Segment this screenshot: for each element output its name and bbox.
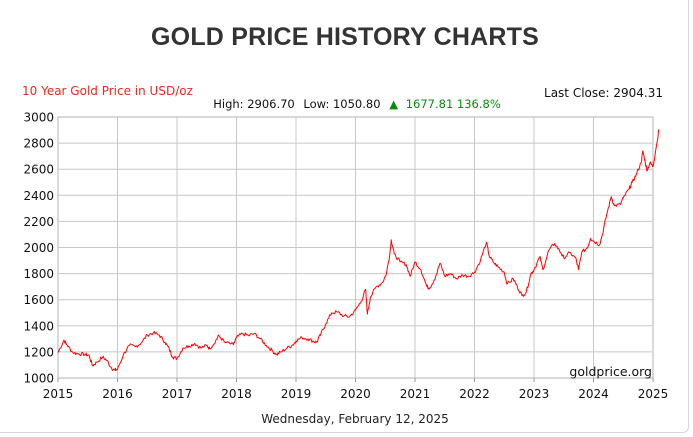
y-axis-ticks: 3000 2800 2600 2400 2200 2000 1800 1600 1400 1200… xyxy=(23,111,54,386)
y-tick-label: 2000 xyxy=(23,241,54,255)
series-layer xyxy=(57,129,660,372)
x-tick-label: 2021 xyxy=(400,387,431,401)
x-tick-label: 2015 xyxy=(43,387,74,401)
x-tick-label: 2025 xyxy=(638,387,669,401)
y-tick-label: 1800 xyxy=(23,267,54,281)
y-tick-label: 1400 xyxy=(23,319,54,333)
x-tick-label: 2020 xyxy=(340,387,371,401)
y-tick-label: 2200 xyxy=(23,215,54,229)
watermark: goldprice.org xyxy=(569,364,652,379)
page-heading: GOLD PRICE HISTORY CHARTS xyxy=(151,23,539,51)
high-low-stats: High: 2906.70 Low: 1050.80 ▲ 1677.81 136… xyxy=(213,97,501,111)
x-tick-label: 2023 xyxy=(519,387,550,401)
x-tick-label: 2016 xyxy=(102,387,133,401)
x-tick-label: 2018 xyxy=(221,387,252,401)
x-tick-label: 2024 xyxy=(578,387,609,401)
x-tick-label: 2019 xyxy=(281,387,312,401)
change-label: 1677.81 136.8% xyxy=(406,97,501,111)
y-tick-label: 1000 xyxy=(23,372,54,386)
y-tick-label: 2800 xyxy=(23,137,54,151)
y-tick-label: 1600 xyxy=(23,293,54,307)
y-tick-label: 2600 xyxy=(23,163,54,177)
change-arrow-icon: ▲ xyxy=(389,97,398,111)
grid-lines xyxy=(58,117,653,378)
chart-title: 10 Year Gold Price in USD/oz xyxy=(22,84,193,98)
date-footer: Wednesday, February 12, 2025 xyxy=(261,412,449,426)
y-tick-label: 3000 xyxy=(23,111,54,125)
x-tick-label: 2017 xyxy=(162,387,193,401)
high-label: High: 2906.70 xyxy=(213,97,295,111)
last-close-label: Last Close: 2904.31 xyxy=(544,86,663,100)
y-tick-label: 1200 xyxy=(23,345,54,359)
price-series-line xyxy=(57,129,660,372)
low-label: Low: 1050.80 xyxy=(303,97,380,111)
x-tick-label: 2022 xyxy=(459,387,490,401)
x-axis-ticks: 2015 2016 2017 2018 2019 2020 2021 2022 2023 2024… xyxy=(43,378,669,401)
y-tick-label: 2400 xyxy=(23,189,54,203)
